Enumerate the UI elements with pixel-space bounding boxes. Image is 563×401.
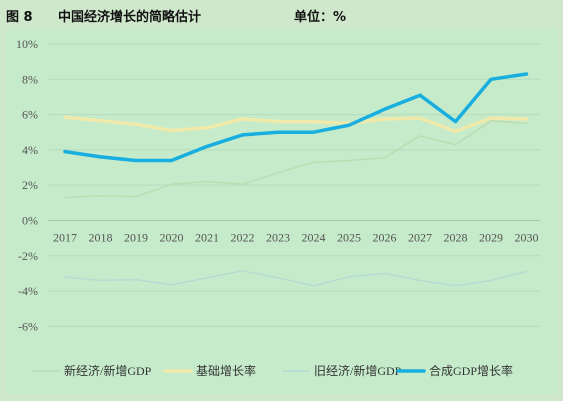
y-tick-label: -4% [18,284,38,298]
x-tick-label: 2027 [408,230,432,244]
y-tick-label: 8% [22,72,38,86]
y-tick-label: 4% [22,143,38,157]
chart-title: 中国经济增长的简略估计 [58,10,202,25]
figure-label: 图 8 [6,10,33,25]
x-tick-label: 2023 [266,230,290,244]
x-tick-label: 2017 [53,230,77,244]
series-line-4 [63,72,529,163]
y-tick-label: -2% [18,249,38,263]
legend-label: 新经济/新增GDP [64,363,152,378]
chart-header: 图 8 中国经济增长的简略估计 单位：% [6,4,556,25]
x-tick-label: 2030 [515,230,539,244]
x-tick-label: 2024 [302,230,326,244]
legend-label: 合成GDP增长率 [429,363,513,378]
series-line-2 [63,115,529,134]
unit-label: 单位：% [294,10,347,25]
series-line-1 [64,120,528,199]
y-tick-label: 2% [22,178,38,192]
y-tick-label: -6% [18,319,38,333]
legend-label: 旧经济/新增GDP [314,363,402,378]
y-tick-label: 0% [22,213,38,227]
x-tick-label: 2018 [89,230,113,244]
x-tick-label: 2029 [479,230,503,244]
x-tick-label: 2022 [231,230,255,244]
y-tick-label: 6% [22,108,38,122]
x-tick-label: 2021 [195,230,219,244]
x-tick-label: 2026 [373,230,397,244]
chart-area [6,28,558,394]
y-tick-label: 10% [16,37,38,51]
series-line-3 [64,270,528,287]
x-tick-label: 2028 [444,230,468,244]
legend-label: 基础增长率 [196,363,256,378]
x-tick-label: 2019 [124,230,148,244]
x-tick-label: 2025 [337,230,361,244]
x-tick-label: 2020 [160,230,184,244]
